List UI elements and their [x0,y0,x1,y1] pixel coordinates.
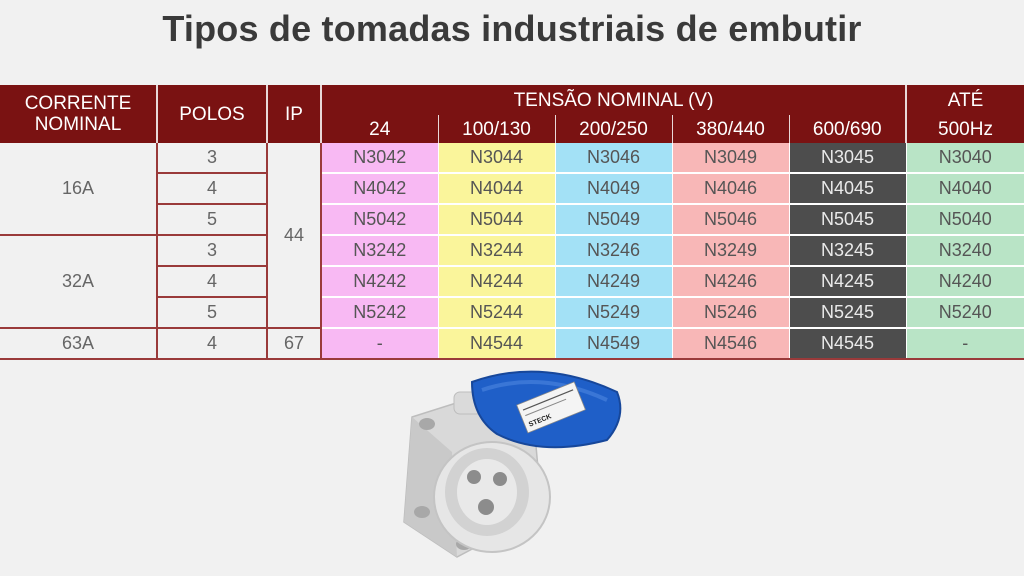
code-cell: N4544 [438,328,556,360]
code-cell: N5240 [906,297,1024,329]
code-cell: N4244 [438,266,556,298]
code-cell: N3049 [672,143,790,174]
table-row: 5 N5242 N5244 N5249 N5246 N5245 N5240 [0,297,1024,329]
code-cell: N3044 [438,143,556,174]
code-cell: - [906,328,1024,360]
polos-cell: 4 [157,173,268,205]
code-cell: N5040 [906,204,1024,236]
code-cell: N4546 [672,328,790,360]
code-cell: N3244 [438,235,556,267]
ip-cell-44: 44 [267,143,322,329]
group-label-16a: 16A [0,143,158,236]
table-row: 4 N4242 N4244 N4249 N4246 N4245 N4240 [0,266,1024,298]
code-cell: N5242 [321,297,439,329]
code-cell: N3046 [555,143,673,174]
header-corrente-nominal: CORRENTE NOMINAL [0,85,157,143]
code-cell: N4046 [672,173,790,205]
code-cell: N5049 [555,204,673,236]
code-cell: N4044 [438,173,556,205]
code-cell: N5044 [438,204,556,236]
code-cell: N3042 [321,143,439,174]
table-row: 5 N5042 N5044 N5049 N5046 N5045 N5040 [0,204,1024,236]
code-cell: N4246 [672,266,790,298]
header-polos: POLOS [156,85,267,143]
code-cell: N5045 [789,204,907,236]
group-label-63a: 63A [0,328,158,360]
code-cell: N5042 [321,204,439,236]
code-cell: N4040 [906,173,1024,205]
header-voltage-100-130: 100/130 [437,115,555,143]
code-cell: N4545 [789,328,907,360]
code-cell: N4549 [555,328,673,360]
code-cell: N5246 [672,297,790,329]
header-voltage-200-250: 200/250 [554,115,672,143]
code-cell: N5245 [789,297,907,329]
header-voltage-380-440: 380/440 [671,115,789,143]
code-cell: N3249 [672,235,790,267]
code-cell: N3246 [555,235,673,267]
code-cell: N5249 [555,297,673,329]
polos-cell: 3 [157,143,268,174]
code-cell: N4240 [906,266,1024,298]
table-row: 16A 3 44 N3042 N3044 N3046 N3049 N3045 N… [0,143,1024,329]
code-cell: N3245 [789,235,907,267]
header-voltage-600-690: 600/690 [788,115,906,143]
code-cell: N4242 [321,266,439,298]
table-row: 63A 4 67 - N4544 N4549 N4546 N4545 - [0,328,1024,360]
table-row: 4 N4042 N4044 N4049 N4046 N4045 N4040 [0,173,1024,205]
group-label-32a: 32A [0,235,158,329]
polos-cell: 5 [157,204,268,236]
code-cell: - [321,328,439,360]
header-ate: ATÉ [905,85,1024,115]
header-ip: IP [266,85,321,143]
code-cell: N3040 [906,143,1024,174]
code-cell: N5244 [438,297,556,329]
code-cell: N4049 [555,173,673,205]
code-cell: N4245 [789,266,907,298]
code-cell: N5046 [672,204,790,236]
code-cell: N4249 [555,266,673,298]
code-cell: N4045 [789,173,907,205]
polos-cell: 3 [157,235,268,267]
header-voltage-24: 24 [320,115,438,143]
code-cell: N4042 [321,173,439,205]
header-500hz: 500Hz [905,115,1024,143]
industrial-socket-icon: STECK [403,370,622,558]
polos-cell: 5 [157,297,268,329]
code-cell: N3240 [906,235,1024,267]
socket-spec-table: CORRENTE NOMINAL POLOS IP TENSÃO NOMINAL… [0,85,1024,360]
polos-cell: 4 [157,266,268,298]
table-row: 32A 3 N3242 N3244 N3246 N3249 N3245 N324… [0,235,1024,329]
polos-cell: 4 [157,328,268,360]
page-title: Tipos de tomadas industriais de embutir [162,8,862,49]
ip-cell-67: 67 [267,328,322,360]
header-tensao-nominal: TENSÃO NOMINAL (V) [320,85,906,115]
code-cell: N3242 [321,235,439,267]
code-cell: N3045 [789,143,907,174]
